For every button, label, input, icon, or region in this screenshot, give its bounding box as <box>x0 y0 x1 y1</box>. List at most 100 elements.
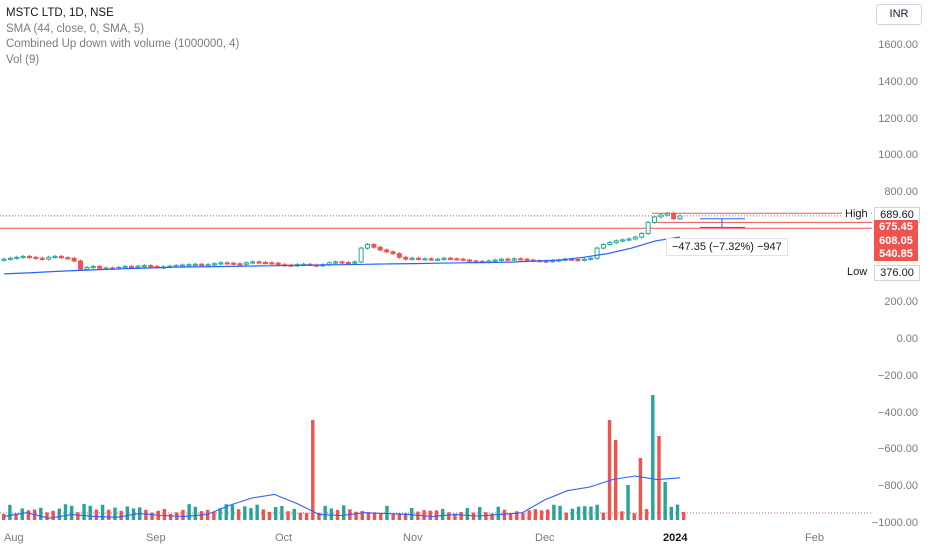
symbol-title[interactable]: MSTC LTD, 1D, NSE <box>6 7 114 19</box>
candle-body <box>505 258 511 261</box>
time-tick-label: Feb <box>805 532 824 544</box>
volume-bar <box>8 504 12 520</box>
volume-bar <box>63 504 68 520</box>
volume-bar <box>508 513 513 520</box>
volume-bar <box>632 513 636 520</box>
volume-bar <box>162 509 167 520</box>
last-price-tag: 675.45 <box>874 220 918 234</box>
candle-body <box>651 216 657 223</box>
candle-body <box>275 262 281 266</box>
volume-bar <box>267 511 272 520</box>
volume-bar <box>607 420 612 520</box>
volume-bar <box>502 509 507 520</box>
candle-body <box>645 221 651 234</box>
volume-bar <box>100 504 105 520</box>
price-tick-label: 200.00 <box>884 296 918 309</box>
candle-body <box>365 243 371 249</box>
volume-bar <box>311 420 315 520</box>
candle-body <box>186 264 192 267</box>
combined-indicator-label[interactable]: Combined Up down with volume (1000000, 4… <box>6 38 240 50</box>
level-608-tag: 608.05 <box>874 234 918 248</box>
price-tick-label: 1000.00 <box>878 149 918 162</box>
volume-bar <box>82 504 86 520</box>
chart-legend: MSTC LTD, 1D, NSE SMA (44, close, 0, SMA… <box>6 6 239 68</box>
candle-body <box>1 258 7 261</box>
volume-bar <box>372 512 377 520</box>
candle-body <box>435 258 441 261</box>
candle-body <box>33 256 39 260</box>
candle-body <box>65 257 71 260</box>
candle-body <box>231 262 237 265</box>
volume-bar <box>360 510 364 520</box>
candle-body <box>639 232 645 238</box>
candle-body <box>97 266 103 269</box>
volume-bar <box>280 506 284 520</box>
volume-bar <box>620 511 624 520</box>
candle-body <box>588 257 594 260</box>
time-tick-label: 2024 <box>663 532 688 544</box>
volume-bar <box>354 511 358 520</box>
candle-body <box>416 257 422 260</box>
volume-bar <box>329 508 334 520</box>
candle-body <box>518 258 524 261</box>
volume-bar <box>212 511 216 520</box>
candle-body <box>613 240 619 244</box>
volume-bar <box>323 505 327 520</box>
volume-bar <box>261 509 266 520</box>
volume-bar <box>669 506 674 520</box>
volume-bar <box>453 513 457 520</box>
volume-bar <box>614 440 618 520</box>
candle-body <box>192 263 198 266</box>
volume-bar <box>14 513 18 520</box>
volume-bar <box>206 509 210 520</box>
price-tick-label: 800.00 <box>884 186 918 198</box>
volume-bar <box>113 507 117 520</box>
volume-bar <box>379 513 383 520</box>
price-tick-label: 1600.00 <box>878 39 918 51</box>
candle-body <box>122 266 128 269</box>
currency-button[interactable]: INR <box>876 4 922 25</box>
candle-body <box>658 214 664 218</box>
candle-body <box>141 265 147 268</box>
volume-bar <box>292 508 296 520</box>
low-label: Low <box>844 265 871 279</box>
candle-body <box>224 262 230 265</box>
volume-bar <box>663 482 667 520</box>
volume-bar <box>57 508 62 520</box>
candle-body <box>218 262 224 265</box>
candle-body <box>58 255 64 259</box>
candle-body <box>671 212 677 220</box>
candle-body <box>422 258 428 261</box>
candle-body <box>345 261 351 265</box>
candle-body <box>20 255 26 259</box>
time-tick-label: Oct <box>275 532 293 544</box>
candle-body <box>620 239 626 242</box>
volume-bar <box>366 512 371 520</box>
volume-bar <box>484 512 488 520</box>
candle-body <box>135 265 141 268</box>
volume-bar <box>125 506 130 520</box>
volume-bar <box>342 505 346 520</box>
volume-bar <box>583 506 587 520</box>
volume-bar <box>317 512 321 520</box>
volume-bar <box>533 509 538 520</box>
volume-bar <box>187 504 191 520</box>
candle-body <box>269 262 275 265</box>
candle-body <box>46 256 52 260</box>
candle-body <box>607 242 613 245</box>
volume-bar <box>76 512 80 520</box>
candle-body <box>511 258 517 261</box>
volume-bar <box>434 510 439 520</box>
volume-bar <box>236 509 241 520</box>
volume-bar <box>638 458 643 520</box>
sma-indicator-label[interactable]: SMA (44, close, 0, SMA, 5) <box>6 22 145 35</box>
volume-indicator-label[interactable]: Vol (9) <box>6 53 40 66</box>
candle-body <box>84 266 90 270</box>
time-tick-label: Dec <box>535 532 555 544</box>
price-tick-label: −400.00 <box>877 406 918 419</box>
volume-bar <box>45 512 49 520</box>
volume-bar <box>230 504 235 520</box>
price-tick-label: −200.00 <box>877 369 918 382</box>
volume-bar <box>391 513 395 520</box>
